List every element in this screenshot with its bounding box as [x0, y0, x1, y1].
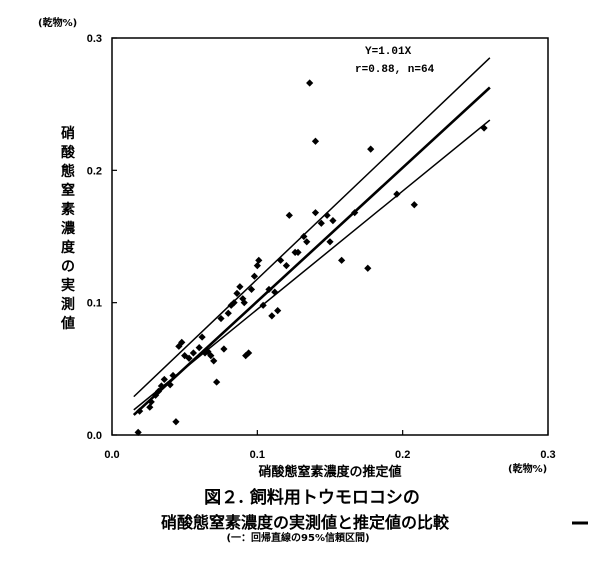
- y-unit-label: (乾物%): [38, 16, 77, 29]
- data-point: [323, 211, 331, 219]
- data-point: [282, 262, 290, 270]
- data-point: [351, 209, 359, 217]
- caption-title: 図２. 飼料用トウモロコシの: [204, 487, 420, 508]
- data-point: [236, 283, 244, 291]
- data-point: [274, 307, 282, 315]
- x-tick-label: 0.2: [395, 449, 410, 461]
- data-point: [306, 79, 314, 87]
- x-unit-label: (乾物%): [508, 462, 547, 475]
- data-point: [393, 190, 401, 198]
- x-axis-label: 硝酸態窒素濃度の推定値: [258, 464, 401, 480]
- data-point: [217, 314, 225, 323]
- y-axis-label-char: 値: [60, 315, 75, 332]
- data-point: [259, 301, 267, 309]
- y-axis-label-char: 態: [61, 163, 75, 180]
- data-point: [300, 232, 308, 241]
- data-point: [178, 338, 186, 346]
- data-point: [250, 272, 259, 280]
- ci-upper-line: [133, 57, 491, 398]
- data-point: [213, 378, 221, 386]
- data-point: [271, 288, 279, 296]
- y-tick-label: 0.0: [87, 430, 102, 442]
- data-point: [329, 217, 337, 225]
- data-point: [480, 124, 488, 132]
- data-point: [410, 201, 418, 209]
- data-point: [172, 418, 180, 426]
- data-point: [181, 352, 189, 360]
- x-tick-label: 0.1: [250, 449, 265, 461]
- y-axis-label-char: 窒: [61, 182, 75, 199]
- correlation-stats: r=0.88, n=64: [355, 64, 435, 76]
- data-point: [265, 285, 273, 294]
- data-point: [245, 349, 253, 357]
- data-point: [247, 285, 256, 294]
- data-point: [224, 309, 232, 317]
- data-point: [160, 375, 168, 384]
- data-point: [367, 145, 375, 153]
- data-point: [189, 349, 197, 357]
- data-point: [146, 403, 154, 411]
- data-point: [326, 238, 334, 246]
- data-point: [294, 248, 302, 256]
- data-point: [230, 299, 238, 307]
- data-point: [268, 312, 276, 320]
- data-point: [147, 398, 155, 406]
- ci-lower-line: [133, 119, 491, 411]
- caption-subtitle: 硝酸態窒素濃度の実測値と推定値の比較: [161, 513, 450, 532]
- x-tick-label: 0.3: [540, 449, 555, 461]
- data-point: [253, 262, 261, 270]
- data-point: [242, 352, 250, 360]
- data-point: [207, 352, 215, 360]
- data-point: [276, 256, 285, 264]
- y-tick-label: 0.1: [87, 298, 102, 310]
- data-point: [220, 345, 228, 353]
- data-point: [166, 381, 174, 389]
- data-point: [311, 209, 320, 217]
- y-axis-label-char: の: [61, 259, 75, 275]
- data-point: [185, 354, 193, 362]
- data-point: [136, 407, 144, 415]
- regression-line: [132, 86, 491, 416]
- data-point: [134, 428, 142, 436]
- data-point: [157, 382, 166, 390]
- data-point: [154, 387, 163, 395]
- data-point: [303, 238, 311, 246]
- data-point: [198, 333, 206, 341]
- y-tick-label: 0.2: [87, 165, 102, 177]
- plot-frame: [111, 37, 549, 436]
- data-point: [338, 256, 346, 264]
- y-axis-label-char: 濃: [61, 220, 76, 237]
- y-axis-label-char: 実: [61, 277, 75, 294]
- y-axis-label-char: 度: [61, 239, 76, 256]
- data-point: [195, 344, 203, 352]
- data-point: [364, 264, 372, 272]
- data-point: [210, 357, 218, 365]
- caption-note: (一：回帰直線の95%信頼区間): [226, 531, 369, 544]
- regression-equation: Y=1.01X: [365, 46, 412, 58]
- data-point: [317, 219, 325, 227]
- data-point: [233, 289, 241, 298]
- y-axis-label-char: 硝: [61, 125, 75, 142]
- x-tick-label: 0.0: [104, 449, 119, 461]
- data-point: [201, 349, 209, 357]
- y-axis-label: 硝酸態窒素濃度の実測値: [60, 125, 76, 332]
- data-point: [169, 371, 177, 380]
- data-point: [239, 295, 247, 303]
- y-tick-label: 0.3: [87, 33, 102, 45]
- y-axis-label-char: 酸: [61, 144, 76, 161]
- data-point: [240, 299, 248, 307]
- data-point: [255, 256, 263, 264]
- y-axis-label-char: 素: [61, 201, 75, 218]
- data-point: [311, 137, 320, 145]
- data-point: [285, 211, 293, 219]
- y-axis-label-char: 測: [61, 296, 75, 313]
